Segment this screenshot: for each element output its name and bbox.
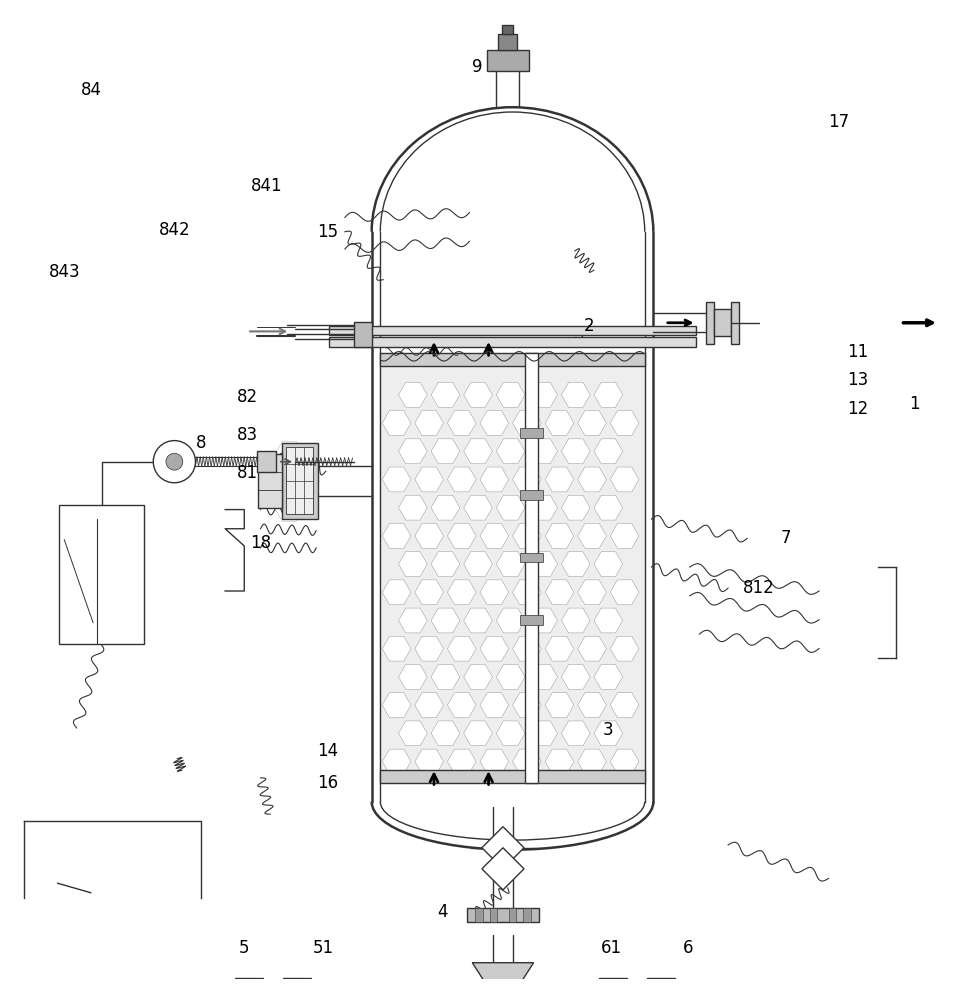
Bar [520,553,543,562]
Text: 61: 61 [601,939,622,957]
Bar [275,986,283,1000]
Text: 17: 17 [828,113,849,131]
Bar [706,302,714,344]
Text: 6: 6 [683,939,693,957]
Bar [627,986,635,1000]
Bar [286,447,313,514]
Bar [647,978,675,1000]
Bar [329,326,696,335]
Text: 11: 11 [847,343,868,361]
Bar [257,451,276,472]
Text: 16: 16 [317,774,338,792]
Bar [731,302,739,344]
Text: 842: 842 [158,221,191,239]
Text: 12: 12 [847,400,868,418]
Text: 13: 13 [847,371,868,389]
Text: 84: 84 [80,81,102,99]
Bar [487,50,529,71]
Text: 3: 3 [603,721,614,739]
Bar [599,978,627,1000]
Text: 5: 5 [240,939,249,957]
Text: 8: 8 [196,434,206,452]
Polygon shape [482,827,524,869]
Bar [520,428,543,438]
Text: 81: 81 [237,464,258,482]
Bar [490,908,497,922]
Bar [282,443,318,519]
Bar [498,34,517,50]
Bar [502,25,513,34]
Text: 4: 4 [438,903,447,921]
Bar [59,505,144,644]
Text: 83: 83 [237,426,258,444]
Bar [311,986,319,1000]
Bar [675,986,683,1000]
Polygon shape [472,963,534,990]
Text: 812: 812 [742,579,775,597]
Bar [329,337,696,347]
Text: 15: 15 [317,223,338,241]
Bar [509,908,516,922]
Bar [380,353,645,366]
Text: 841: 841 [250,177,283,195]
Bar [283,978,311,1000]
Text: 7: 7 [781,529,790,547]
Bar [523,908,531,922]
Bar [520,490,543,500]
Bar [258,454,282,508]
Bar [235,978,263,1000]
Text: 82: 82 [237,388,258,406]
Bar [525,353,538,783]
Bar [467,908,539,922]
Circle shape [153,441,195,483]
Bar [639,986,647,1000]
Bar [520,615,543,625]
Text: 14: 14 [317,742,338,760]
Bar [263,986,271,1000]
Text: 2: 2 [583,317,595,335]
Bar [380,770,645,783]
Circle shape [166,453,183,470]
Bar [591,986,599,1000]
Bar [475,908,483,922]
Text: 1: 1 [909,395,921,413]
Text: 843: 843 [49,263,81,281]
Text: 51: 51 [313,939,334,957]
Polygon shape [482,848,524,890]
Bar [380,366,645,770]
Bar [227,986,235,1000]
Text: 18: 18 [250,534,271,552]
Bar [211,988,728,1000]
Bar [354,322,372,347]
Bar [497,834,509,848]
Text: 9: 9 [472,58,482,76]
Bar [714,309,731,336]
